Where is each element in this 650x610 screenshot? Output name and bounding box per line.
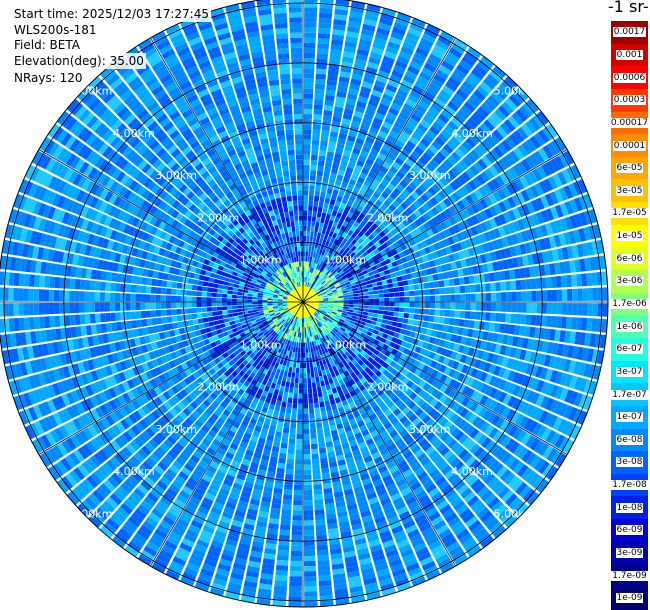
- colorbar-step: 6e-05: [611, 156, 648, 180]
- range-ring-label: 1.00km: [325, 254, 367, 267]
- colorbar: 0.0017 0.001 0.0006 0.0003 0.00017 0.0001 6e-0…: [609, 21, 650, 610]
- colorbar-tick-label: 6e-09: [615, 525, 644, 536]
- colorbar-tick-label: 1e-05: [615, 231, 644, 242]
- colorbar-tick-label: 0.0001: [612, 140, 647, 151]
- range-ring-label: 3.00km: [409, 169, 451, 182]
- colorbar-step: 3e-08: [611, 451, 648, 474]
- range-ring: [242, 241, 364, 363]
- colorbar-tick-label: 6e-08: [615, 434, 644, 445]
- colorbar-step: 6e-09: [611, 519, 648, 542]
- colorbar-step: 3e-05: [611, 179, 648, 203]
- colorbar-step: 1e-06: [611, 315, 648, 338]
- colorbar-tick-label: 3e-09: [615, 548, 644, 559]
- colorbar-step: 1e-05: [611, 224, 648, 248]
- colorbar-step: 3e-09: [611, 541, 648, 565]
- colorbar-step: 1.7e-06: [611, 292, 648, 316]
- colorbar-tick-label: 6e-05: [615, 163, 644, 174]
- plot-boundary: [0, 0, 609, 608]
- colorbar-tick-label: 1.7e-06: [611, 299, 648, 309]
- colorbar-step: 3e-07: [611, 360, 648, 384]
- elevation-label: Elevation(deg): 35.00: [12, 53, 146, 69]
- colorbar-tick-label: 1e-07: [615, 412, 644, 423]
- colorbar-step: 0.0001: [611, 134, 648, 157]
- range-ring-label: 4.00km: [451, 465, 493, 478]
- range-ring-label: 4.00km: [113, 465, 155, 478]
- colorbar-step: 0.0017: [611, 21, 648, 44]
- colorbar-tick-label: 3e-05: [615, 185, 644, 196]
- colorbar-tick-label: 1e-08: [615, 502, 644, 513]
- colorbar-tick-label: 0.001: [615, 49, 644, 60]
- range-ring: [123, 122, 483, 482]
- field-label: Field: BETA: [12, 37, 82, 53]
- colorbar-tick-label: 3e-06: [615, 276, 644, 287]
- range-ring-label: 2.00km: [198, 381, 240, 394]
- colorbar-step: 1.7e-07: [611, 383, 648, 406]
- range-ring-label: 4.00km: [451, 127, 493, 140]
- colorbar-tick-label: 1e-09: [615, 593, 644, 604]
- range-ring-label: 4.00km: [113, 127, 155, 140]
- range-ring-label: 2.00km: [367, 211, 409, 224]
- range-ring-label: 1.00km: [240, 254, 282, 267]
- range-ring-label: 5.00km: [494, 507, 536, 520]
- range-ring-label: 1.00km: [325, 338, 367, 351]
- colorbar-step: 1e-08: [611, 496, 648, 520]
- colorbar-tick-label: 1.7e-09: [611, 570, 648, 581]
- range-ring-label: 3.00km: [155, 169, 197, 182]
- colorbar-tick-label: 3e-07: [615, 366, 644, 377]
- range-ring-label: 2.00km: [367, 381, 409, 394]
- range-ring-label: 1.00km: [240, 338, 282, 351]
- instrument-label: WLS200s-181: [12, 22, 99, 38]
- colorbar-step: 0.001: [611, 43, 648, 67]
- colorbar-step: 6e-08: [611, 428, 648, 452]
- range-ring: [182, 181, 423, 422]
- colorbar-step: 0.0006: [611, 66, 648, 89]
- start-time-label: Start time: 2025/12/03 17:27:45: [12, 6, 211, 22]
- colorbar-step: 1.7e-05: [611, 202, 648, 225]
- colorbar-unit-label: -1 sr-: [608, 0, 649, 16]
- colorbar-tick-label: 1.7e-05: [611, 208, 648, 219]
- colorbar-step: 1e-07: [611, 405, 648, 429]
- range-ring: [63, 62, 543, 542]
- colorbar-step: 6e-06: [611, 247, 648, 271]
- colorbar-step: 1e-09: [611, 587, 648, 610]
- colorbar-tick-label: 1.7e-08: [611, 480, 648, 491]
- range-ring-label: 3.00km: [155, 423, 197, 436]
- colorbar-step: 1.7e-09: [611, 564, 648, 588]
- range-ring-label: 5.00km: [71, 85, 113, 98]
- range-ring-label: 3.00km: [409, 423, 451, 436]
- range-ring-label: 2.00km: [198, 211, 240, 224]
- colorbar-step: 0.00017: [609, 111, 650, 135]
- colorbar-tick-label: 0.0003: [612, 95, 647, 106]
- colorbar-step: 0.0003: [611, 88, 648, 112]
- nrays-label: NRays: 120: [12, 70, 85, 86]
- azimuth-spokes: [0, 0, 608, 607]
- colorbar-step: 6e-07: [611, 337, 648, 361]
- colorbar-tick-label: 1e-06: [615, 321, 644, 332]
- colorbar-step: 1.7e-08: [611, 473, 648, 497]
- colorbar-tick-label: 6e-07: [615, 344, 644, 355]
- range-ring: [3, 2, 603, 602]
- colorbar-tick-label: 1.7e-07: [611, 389, 648, 400]
- range-ring-label: 5.00km: [494, 85, 536, 98]
- colorbar-tick-label: 3e-08: [615, 457, 644, 468]
- colorbar-tick-label: 0.0017: [612, 27, 647, 38]
- colorbar-tick-label: 0.00017: [609, 117, 650, 128]
- colorbar-step: 3e-06: [611, 270, 648, 293]
- colorbar-tick-label: 6e-06: [615, 253, 644, 264]
- ppi-data: [0, 0, 608, 607]
- colorbar-tick-label: 0.0006: [612, 72, 647, 83]
- range-ring-label: 5.00km: [71, 507, 113, 520]
